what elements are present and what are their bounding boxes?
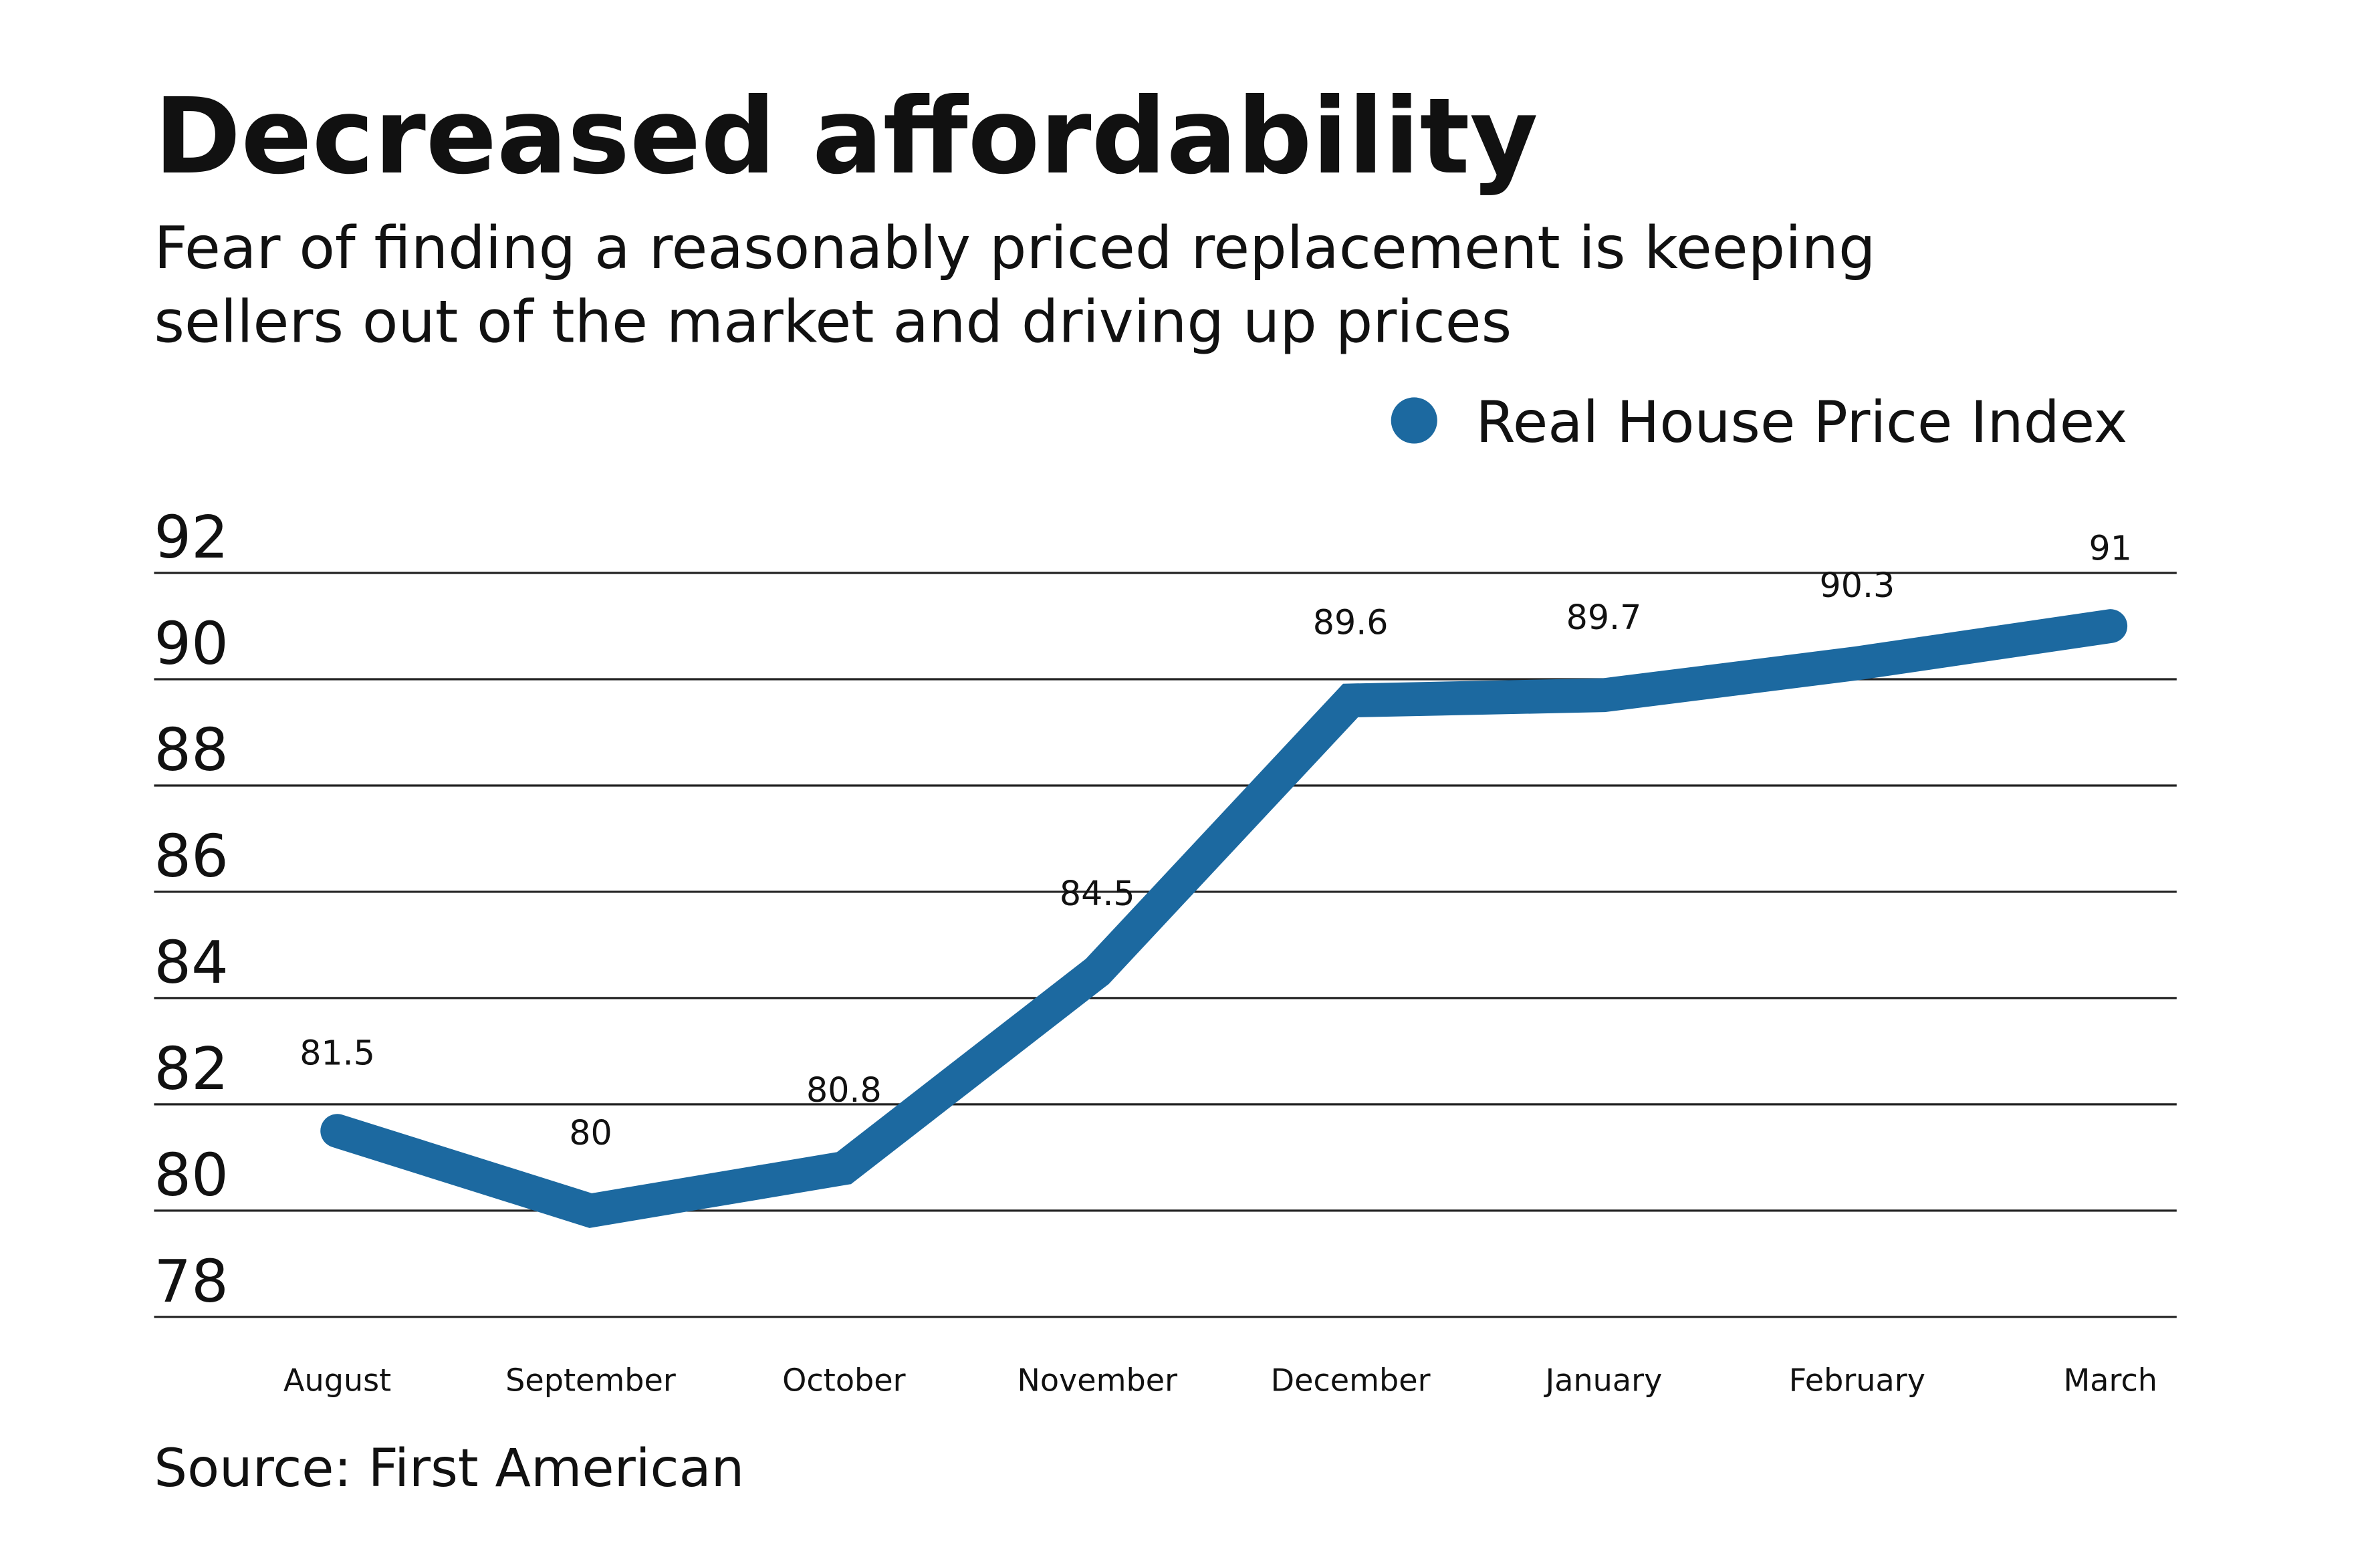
y-tick-label: 78 — [154, 1247, 228, 1316]
data-label: 80.8 — [806, 1070, 882, 1110]
legend: Real House Price Index — [1391, 390, 2127, 456]
y-tick-label: 82 — [154, 1035, 228, 1103]
x-tick-label: September — [505, 1362, 676, 1398]
data-label: 89.6 — [1313, 603, 1389, 642]
x-tick-label: January — [1544, 1362, 1663, 1398]
legend-label: Real House Price Index — [1475, 390, 2127, 456]
data-label: 91 — [2089, 528, 2132, 568]
y-tick-label: 92 — [154, 503, 228, 572]
data-label: 90.3 — [1819, 566, 1895, 605]
y-tick-label: 86 — [154, 822, 228, 890]
data-label: 80 — [569, 1113, 612, 1153]
legend-marker-icon — [1391, 397, 1437, 444]
y-tick-label: 84 — [154, 929, 228, 997]
data-label: 84.5 — [1060, 874, 1135, 913]
chart-title: Decreased affordability — [154, 76, 1538, 197]
source-note: Source: First American — [154, 1438, 744, 1499]
series-line — [320, 609, 2128, 1228]
data-label: 81.5 — [300, 1034, 375, 1073]
y-tick-label: 90 — [154, 610, 228, 678]
x-axis-ticks: August September October November December Ja… — [283, 1362, 2157, 1398]
x-tick-label: October — [782, 1362, 905, 1398]
y-tick-label: 88 — [154, 716, 228, 784]
gridlines — [154, 572, 2177, 1318]
y-axis-ticks: 78 80 82 84 86 88 90 92 — [154, 503, 228, 1316]
y-tick-label: 80 — [154, 1141, 228, 1209]
series-real-house-price-index — [320, 609, 2128, 1228]
x-tick-label: December — [1271, 1362, 1431, 1398]
x-tick-label: November — [1017, 1362, 1177, 1398]
x-tick-label: February — [1789, 1362, 1925, 1398]
chart-subtitle-line-2: sellers out of the market and driving up… — [154, 287, 1512, 356]
chart-subtitle-line-1: Fear of finding a reasonably priced repl… — [154, 214, 1875, 282]
data-labels: 81.5 80 80.8 84.5 89.6 89.7 90.3 91 — [300, 528, 2132, 1152]
x-tick-label: March — [2064, 1362, 2157, 1398]
x-tick-label: August — [283, 1362, 391, 1398]
data-label: 89.7 — [1566, 598, 1642, 637]
